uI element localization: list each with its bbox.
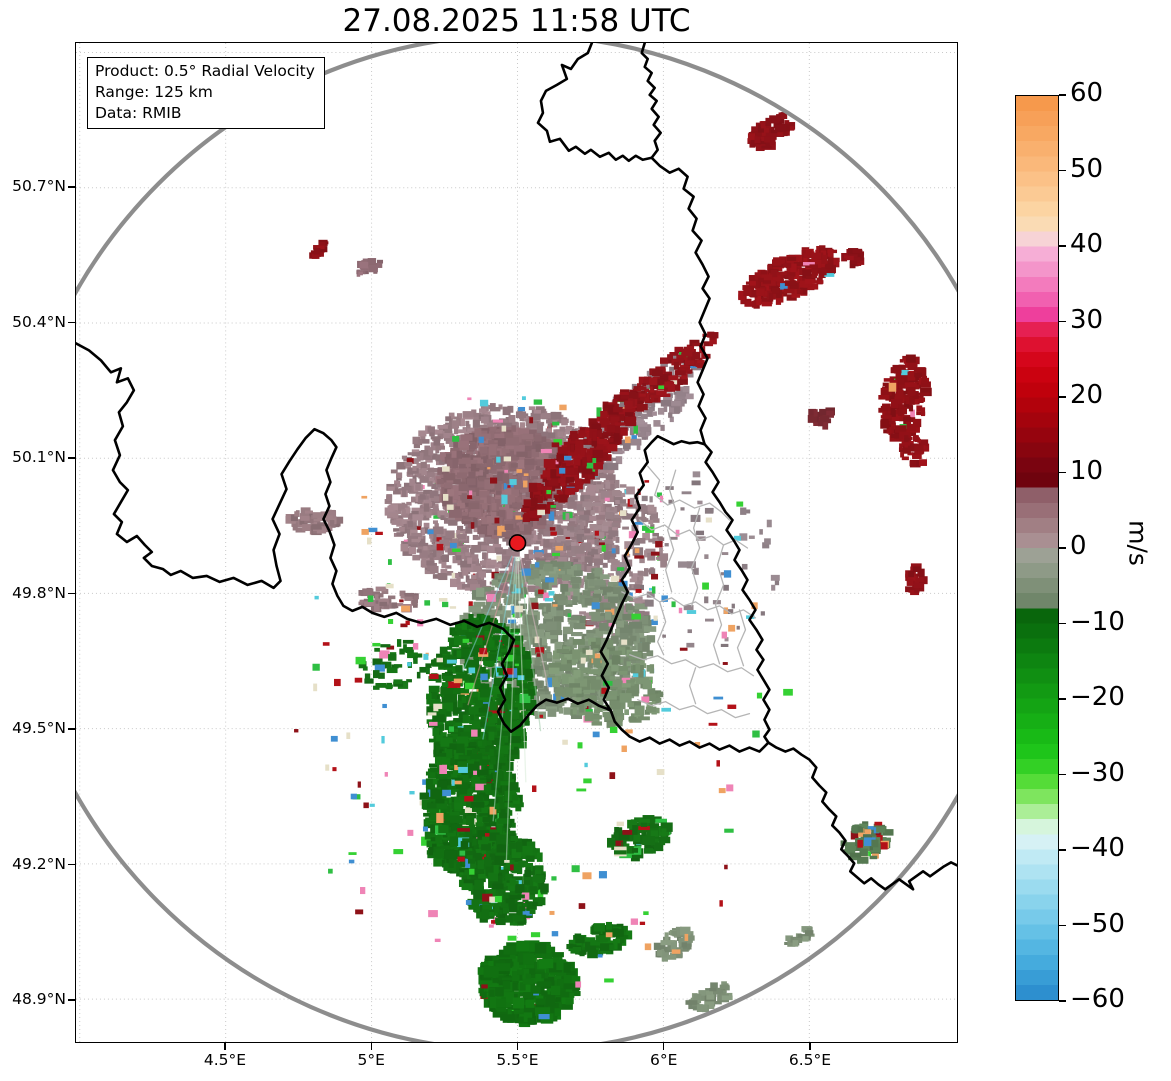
y-tick-label: 50.7°N [12, 177, 66, 195]
colorbar-tick-mark [1059, 924, 1066, 927]
colorbar-tick-label: 20 [1070, 380, 1104, 410]
colorbar-tick-label: −20 [1070, 682, 1125, 712]
regional-border [647, 465, 731, 521]
colorbar-tick-mark [1059, 94, 1066, 96]
colorbar-tick-mark [1059, 622, 1066, 625]
colorbar-tick-label: 50 [1070, 153, 1104, 184]
x-tick-mark [370, 1043, 372, 1050]
regional-border [637, 699, 751, 719]
colorbar-tick-label: −40 [1070, 833, 1125, 863]
colorbar-tick-mark [1059, 547, 1066, 549]
chart-title: 27.08.2025 11:58 UTC [342, 3, 691, 39]
colorbar-tick-label: 30 [1070, 304, 1104, 335]
colorbar-tick-mark [1059, 1000, 1066, 1002]
regional-border [690, 507, 701, 607]
y-tick-mark [68, 457, 75, 459]
country-border [76, 342, 613, 733]
x-tick-label: 5°E [357, 1051, 385, 1069]
x-tick-label: 6.5°E [788, 1051, 832, 1069]
regional-border [736, 609, 747, 667]
y-tick-mark [68, 999, 75, 1001]
country-border [703, 442, 771, 744]
x-tick-mark [224, 1043, 226, 1050]
info-data-source: Data: RMIB [95, 103, 182, 122]
y-tick-label: 49.2°N [12, 854, 66, 873]
y-tick-label: 50.4°N [12, 312, 66, 331]
info-box: Product: 0.5° Radial Velocity Range: 125… [87, 57, 325, 130]
colorbar [1015, 95, 1059, 1001]
country-border [599, 434, 706, 712]
colorbar-tick-label: 60 [1070, 78, 1104, 108]
colorbar-tick-mark [1059, 849, 1066, 851]
regional-border [639, 519, 749, 549]
x-tick-mark [809, 1043, 811, 1050]
y-tick-mark [68, 728, 75, 730]
info-product: Product: 0.5° Radial Velocity [95, 62, 315, 80]
colorbar-tick-label: 10 [1070, 455, 1104, 486]
colorbar-tick-mark [1059, 471, 1066, 474]
y-tick-label: 50.1°N [12, 448, 66, 467]
regional-border [629, 654, 755, 677]
colorbar-tick-label: 0 [1070, 531, 1087, 561]
colorbar-tick-mark [1059, 320, 1066, 323]
colorbar-tick-label: −50 [1070, 908, 1125, 939]
regional-border [712, 544, 725, 665]
colorbar-tick-label: −10 [1070, 606, 1125, 637]
country-border [767, 741, 957, 891]
radar-site-marker [508, 534, 527, 552]
y-tick-mark [68, 321, 75, 324]
colorbar-tick-mark [1059, 169, 1066, 172]
y-tick-label: 48.9°N [12, 990, 66, 1009]
colorbar-tick-label: −60 [1070, 984, 1125, 1014]
colorbar-tick-mark [1059, 245, 1066, 247]
y-tick-label: 49.5°N [12, 719, 66, 738]
colorbar-tick-mark [1059, 698, 1066, 700]
x-tick-mark [516, 1043, 519, 1050]
regional-border [688, 667, 697, 705]
regional-border [621, 591, 757, 619]
y-tick-label: 49.8°N [12, 583, 66, 602]
regional-border [665, 469, 677, 593]
x-tick-label: 6°E [650, 1051, 678, 1069]
country-border [536, 43, 662, 163]
plot-area: Product: 0.5° Radial Velocity Range: 125… [75, 42, 958, 1043]
colorbar-tick-label: 40 [1070, 229, 1104, 259]
radar-svg [76, 43, 957, 1042]
echo-layer [285, 112, 932, 1028]
x-tick-label: 4.5°E [203, 1051, 247, 1069]
ray-artifact-layer [462, 555, 550, 863]
country-border [609, 709, 770, 753]
colorbar-tick-label: −30 [1070, 757, 1125, 788]
x-tick-label: 5.5°E [496, 1051, 539, 1069]
country-border [650, 156, 711, 446]
colorbar-tick-mark [1059, 773, 1066, 776]
y-tick-mark [68, 863, 75, 866]
y-tick-mark [68, 186, 75, 188]
colorbar-unit-label: m/s [1123, 520, 1153, 566]
colorbar-tick-mark [1059, 396, 1066, 398]
y-tick-mark [68, 592, 75, 595]
regional-border [657, 601, 667, 656]
info-range: Range: 125 km [95, 82, 213, 101]
x-tick-mark [663, 1043, 665, 1050]
